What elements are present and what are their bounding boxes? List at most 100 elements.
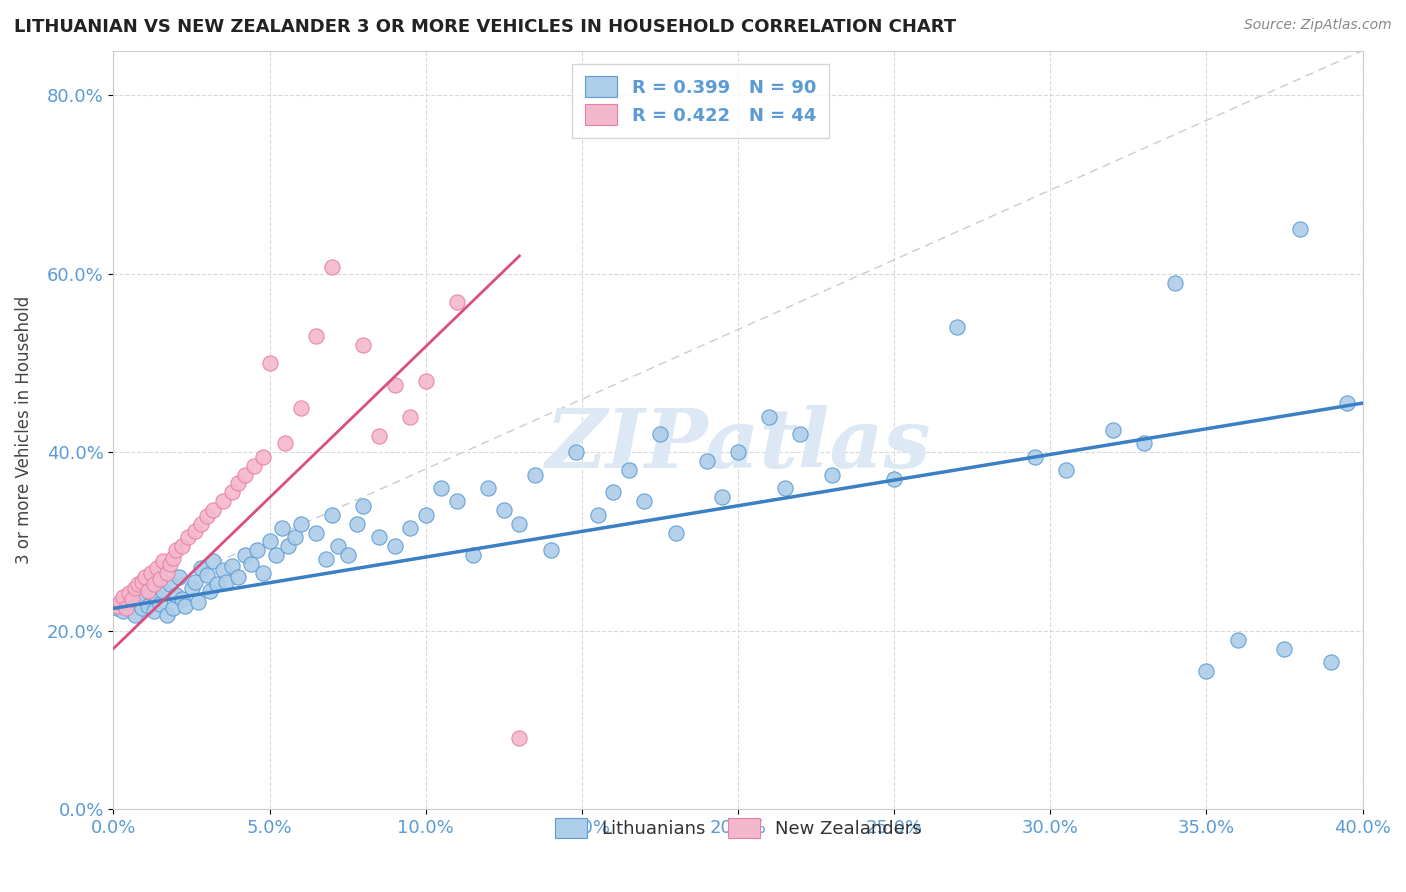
Text: LITHUANIAN VS NEW ZEALANDER 3 OR MORE VEHICLES IN HOUSEHOLD CORRELATION CHART: LITHUANIAN VS NEW ZEALANDER 3 OR MORE VE… <box>14 18 956 36</box>
Point <box>121 592 143 607</box>
Point <box>115 599 138 613</box>
Point <box>399 521 422 535</box>
Point <box>167 570 190 584</box>
Point <box>346 516 368 531</box>
Point <box>174 599 197 613</box>
Point <box>1164 276 1187 290</box>
Point <box>367 429 389 443</box>
Point <box>1195 664 1218 678</box>
Point <box>233 548 256 562</box>
Point <box>149 572 172 586</box>
Point <box>1101 423 1123 437</box>
Point <box>1289 222 1312 236</box>
Text: Source: ZipAtlas.com: Source: ZipAtlas.com <box>1244 18 1392 32</box>
Point <box>195 509 218 524</box>
Text: ZIPatlas: ZIPatlas <box>546 405 931 485</box>
Point <box>118 586 141 600</box>
Point <box>305 525 328 540</box>
Point <box>274 436 297 450</box>
Point <box>187 595 209 609</box>
Point <box>162 601 184 615</box>
Point <box>215 574 238 589</box>
Point <box>384 378 406 392</box>
Point <box>821 467 844 482</box>
Point <box>277 539 299 553</box>
Point <box>540 543 562 558</box>
Point <box>1320 655 1343 669</box>
Point <box>159 577 181 591</box>
Point <box>200 583 222 598</box>
Point <box>183 524 205 538</box>
Y-axis label: 3 or more Vehicles in Household: 3 or more Vehicles in Household <box>15 296 32 564</box>
Point <box>183 574 205 589</box>
Point <box>111 604 134 618</box>
Point <box>105 599 128 613</box>
Point <box>1024 450 1046 464</box>
Point <box>492 503 515 517</box>
Point <box>328 539 350 553</box>
Point <box>883 472 905 486</box>
Point <box>228 570 250 584</box>
Point <box>165 588 187 602</box>
Point <box>696 454 718 468</box>
Point <box>211 563 233 577</box>
Point <box>321 508 343 522</box>
Point <box>1226 632 1249 647</box>
Point <box>1054 463 1077 477</box>
Legend: Lithuanians, New Zealanders: Lithuanians, New Zealanders <box>547 810 928 846</box>
Point <box>177 530 200 544</box>
Point <box>430 481 453 495</box>
Point <box>124 581 146 595</box>
Point <box>152 583 174 598</box>
Point <box>152 554 174 568</box>
Point <box>290 401 312 415</box>
Point <box>211 494 233 508</box>
Point <box>118 595 141 609</box>
Point <box>111 590 134 604</box>
Point <box>246 543 269 558</box>
Point <box>233 467 256 482</box>
Point <box>602 485 624 500</box>
Point <box>945 320 967 334</box>
Point <box>290 516 312 531</box>
Point <box>139 566 162 580</box>
Point <box>336 548 359 562</box>
Point <box>264 548 287 562</box>
Point <box>146 561 169 575</box>
Point <box>773 481 796 495</box>
Point <box>508 731 530 745</box>
Point <box>284 530 307 544</box>
Point <box>271 521 294 535</box>
Point <box>127 577 149 591</box>
Point <box>108 595 131 609</box>
Point <box>205 577 228 591</box>
Point <box>155 607 177 622</box>
Point <box>352 338 374 352</box>
Point <box>758 409 780 424</box>
Point <box>143 577 166 591</box>
Point <box>202 503 225 517</box>
Point <box>524 467 547 482</box>
Point <box>108 597 131 611</box>
Point <box>633 494 655 508</box>
Point <box>149 597 172 611</box>
Point <box>367 530 389 544</box>
Point <box>124 607 146 622</box>
Point <box>139 586 162 600</box>
Point <box>789 427 811 442</box>
Point <box>190 516 212 531</box>
Point <box>259 534 281 549</box>
Point <box>586 508 609 522</box>
Point <box>315 552 337 566</box>
Point <box>664 525 686 540</box>
Point <box>415 508 437 522</box>
Point <box>446 295 468 310</box>
Point <box>131 574 153 589</box>
Point <box>172 539 194 553</box>
Point <box>648 427 671 442</box>
Point <box>352 499 374 513</box>
Point <box>243 458 266 473</box>
Point <box>115 601 138 615</box>
Point <box>564 445 586 459</box>
Point <box>415 374 437 388</box>
